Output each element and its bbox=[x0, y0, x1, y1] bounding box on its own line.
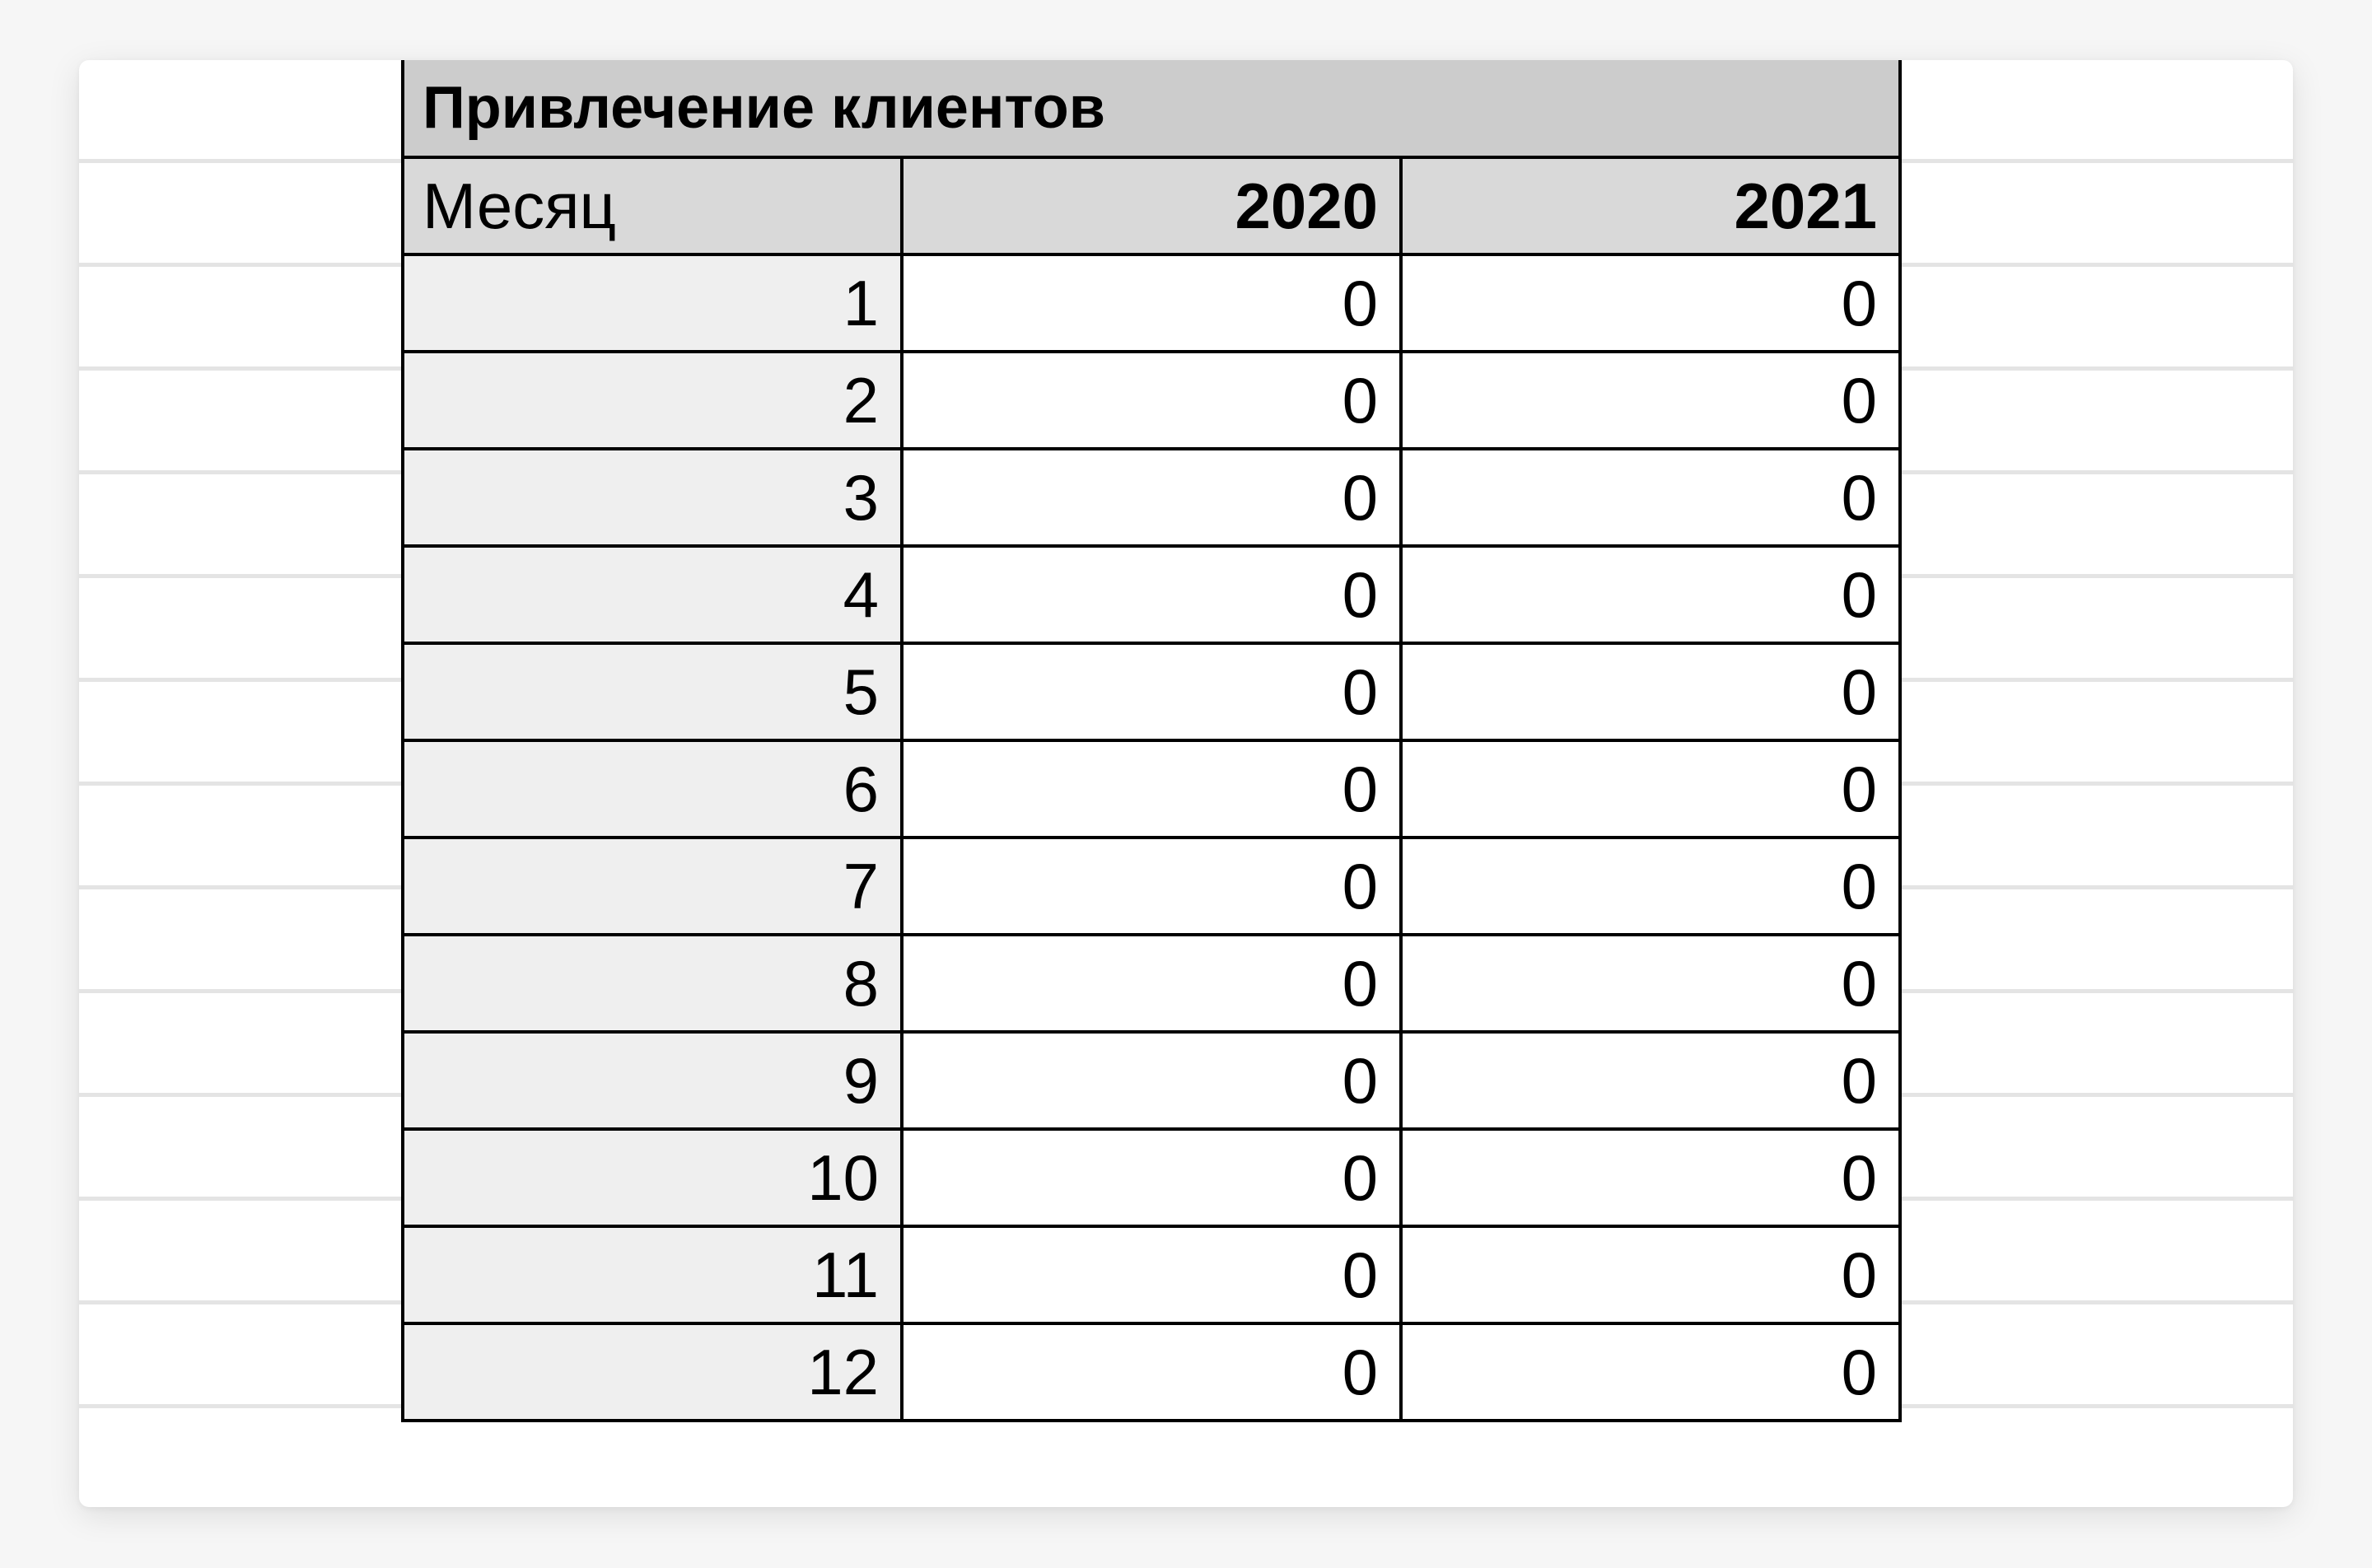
spreadsheet-card: Привлечение клиентов Месяц 2020 2021 1 0… bbox=[79, 60, 2293, 1507]
value-cell-2020[interactable]: 0 bbox=[900, 447, 1403, 548]
value-cell-2021[interactable]: 0 bbox=[1399, 544, 1902, 645]
table-row: 7 0 0 bbox=[401, 836, 1902, 936]
month-cell[interactable]: 5 bbox=[401, 642, 904, 742]
value-cell-2021[interactable]: 0 bbox=[1399, 253, 1902, 353]
header-cell-month[interactable]: Месяц bbox=[401, 156, 904, 256]
month-cell[interactable]: 8 bbox=[401, 933, 904, 1034]
table-title-row: Привлечение клиентов bbox=[401, 60, 1902, 159]
customer-acquisition-table: Привлечение клиентов Месяц 2020 2021 1 0… bbox=[401, 60, 1902, 1422]
value-cell-2020[interactable]: 0 bbox=[900, 1225, 1403, 1325]
table-header-row: Месяц 2020 2021 bbox=[401, 156, 1902, 256]
table-row: 12 0 0 bbox=[401, 1322, 1902, 1422]
header-cell-2020[interactable]: 2020 bbox=[900, 156, 1403, 256]
month-cell[interactable]: 10 bbox=[401, 1127, 904, 1228]
table-row: 9 0 0 bbox=[401, 1030, 1902, 1131]
table-row: 3 0 0 bbox=[401, 447, 1902, 548]
value-cell-2020[interactable]: 0 bbox=[900, 836, 1403, 936]
month-cell[interactable]: 4 bbox=[401, 544, 904, 645]
value-cell-2020[interactable]: 0 bbox=[900, 350, 1403, 450]
table-row: 1 0 0 bbox=[401, 253, 1902, 353]
value-cell-2020[interactable]: 0 bbox=[900, 544, 1403, 645]
month-cell[interactable]: 7 bbox=[401, 836, 904, 936]
value-cell-2020[interactable]: 0 bbox=[900, 253, 1403, 353]
month-cell[interactable]: 2 bbox=[401, 350, 904, 450]
table-row: 6 0 0 bbox=[401, 739, 1902, 839]
value-cell-2020[interactable]: 0 bbox=[900, 1030, 1403, 1131]
value-cell-2021[interactable]: 0 bbox=[1399, 836, 1902, 936]
value-cell-2020[interactable]: 0 bbox=[900, 1322, 1403, 1422]
value-cell-2020[interactable]: 0 bbox=[900, 642, 1403, 742]
table-row: 4 0 0 bbox=[401, 544, 1902, 645]
value-cell-2021[interactable]: 0 bbox=[1399, 350, 1902, 450]
value-cell-2021[interactable]: 0 bbox=[1399, 447, 1902, 548]
month-cell[interactable]: 6 bbox=[401, 739, 904, 839]
value-cell-2021[interactable]: 0 bbox=[1399, 739, 1902, 839]
header-cell-2021[interactable]: 2021 bbox=[1399, 156, 1902, 256]
table-row: 8 0 0 bbox=[401, 933, 1902, 1034]
month-cell[interactable]: 9 bbox=[401, 1030, 904, 1131]
table-title-cell[interactable]: Привлечение клиентов bbox=[401, 60, 1902, 159]
value-cell-2021[interactable]: 0 bbox=[1399, 1322, 1902, 1422]
value-cell-2021[interactable]: 0 bbox=[1399, 1030, 1902, 1131]
month-cell[interactable]: 3 bbox=[401, 447, 904, 548]
value-cell-2021[interactable]: 0 bbox=[1399, 1225, 1902, 1325]
value-cell-2020[interactable]: 0 bbox=[900, 1127, 1403, 1228]
value-cell-2020[interactable]: 0 bbox=[900, 739, 1403, 839]
month-cell[interactable]: 1 bbox=[401, 253, 904, 353]
value-cell-2021[interactable]: 0 bbox=[1399, 642, 1902, 742]
value-cell-2021[interactable]: 0 bbox=[1399, 1127, 1902, 1228]
table-row: 11 0 0 bbox=[401, 1225, 1902, 1325]
month-cell[interactable]: 12 bbox=[401, 1322, 904, 1422]
table-row: 10 0 0 bbox=[401, 1127, 1902, 1228]
month-cell[interactable]: 11 bbox=[401, 1225, 904, 1325]
table-row: 2 0 0 bbox=[401, 350, 1902, 450]
table-row: 5 0 0 bbox=[401, 642, 1902, 742]
value-cell-2021[interactable]: 0 bbox=[1399, 933, 1902, 1034]
value-cell-2020[interactable]: 0 bbox=[900, 933, 1403, 1034]
